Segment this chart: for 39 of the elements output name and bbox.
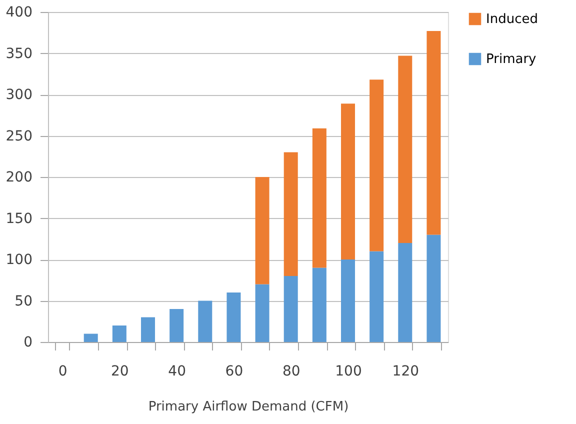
x-tick-label: 120	[392, 364, 420, 380]
bar	[341, 104, 355, 260]
x-tick-label: 0	[58, 364, 68, 380]
bar	[398, 56, 412, 243]
bar	[141, 317, 155, 342]
bar	[312, 268, 326, 342]
bar	[112, 326, 126, 342]
y-tick-label: 50	[14, 293, 32, 310]
bar	[284, 276, 298, 342]
legend-label: Primary	[486, 52, 537, 67]
y-tick-label: 250	[6, 128, 32, 144]
y-tick-label: 0	[24, 334, 32, 350]
x-axis-title: Primary Airflow Demand (CFM)	[148, 400, 349, 414]
y-tick-label: 100	[6, 252, 32, 268]
bar	[426, 234, 441, 342]
y-tick-label: 350	[6, 46, 32, 62]
bar	[170, 309, 184, 342]
bar	[398, 243, 412, 342]
y-tick-label: 400	[6, 4, 32, 20]
x-tick-label: 100	[335, 364, 362, 380]
y-tick-label: 200	[6, 170, 32, 186]
bar	[426, 30, 441, 235]
y-tick-label: 300	[6, 87, 32, 103]
bar	[341, 260, 355, 342]
bar	[226, 292, 241, 342]
bar	[198, 300, 212, 342]
bar	[284, 152, 298, 276]
x-tick-label: 40	[168, 364, 186, 380]
legend-label: Induced	[486, 12, 538, 27]
bar	[312, 128, 326, 268]
bar	[370, 80, 384, 252]
x-tick-label: 20	[111, 364, 129, 380]
bar	[84, 334, 98, 342]
bar	[255, 284, 270, 342]
y-tick-label: 150	[6, 210, 32, 227]
x-tick-label: 60	[225, 364, 244, 380]
x-tick-label: 80	[282, 364, 300, 380]
bar	[370, 251, 384, 342]
bar	[255, 177, 270, 284]
